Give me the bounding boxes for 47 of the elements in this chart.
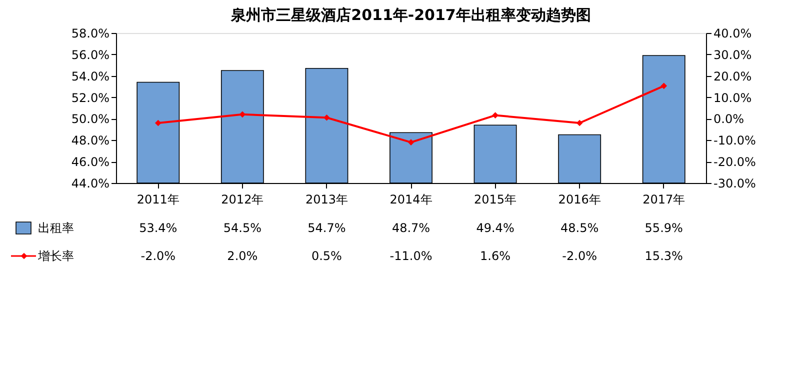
- point: [154, 120, 162, 126]
- point: [492, 112, 498, 118]
- x-tick-label: 2014年: [390, 192, 432, 206]
- x-tick-label: 2016年: [558, 192, 601, 206]
- x-tick-label: 2013年: [305, 192, 348, 206]
- x-tick-label: 2012年: [221, 192, 264, 206]
- legend-label: 出租率: [38, 221, 74, 235]
- chart-title: 泉州市三星级酒店2011年-2017年出租率变动趋势图: [230, 6, 591, 24]
- point: [408, 139, 414, 146]
- y-tick-label: 56.0%: [71, 48, 110, 62]
- y-tick-label: 52.0%: [71, 90, 110, 105]
- y-tick-label: 50.0%: [71, 112, 110, 126]
- data-label: 15.3%: [644, 249, 683, 263]
- data-label: -11.0%: [390, 249, 432, 263]
- y2-tick-label: -30.0%: [714, 176, 756, 190]
- y-tick-label: 48.0%: [71, 134, 110, 148]
- x-tick-label: 2011年: [136, 192, 180, 206]
- y-tick-label: 46.0%: [71, 155, 110, 170]
- legend-label: 增长率: [37, 249, 74, 263]
- data-label: 48.7%: [392, 221, 430, 235]
- y2-tick-label: 30.0%: [714, 48, 752, 62]
- data-label: 49.4%: [476, 221, 514, 235]
- y2-tick-label: 10.0%: [714, 90, 752, 105]
- y-tick-label: 58.0%: [71, 26, 110, 40]
- y-tick-label: 44.0%: [71, 176, 110, 190]
- data-label: 54.5%: [223, 221, 262, 235]
- data-label: 1.6%: [480, 249, 511, 263]
- y2-tick-label: 0.0%: [714, 112, 744, 126]
- data-label: -2.0%: [140, 249, 176, 263]
- data-label: -2.0%: [562, 249, 597, 263]
- data-label: 48.5%: [560, 221, 599, 235]
- point: [660, 82, 668, 90]
- data-label: 2.0%: [227, 249, 258, 263]
- data-label: 54.7%: [308, 221, 346, 235]
- point: [324, 114, 330, 121]
- y-tick-label: 54.0%: [71, 69, 110, 84]
- data-label: 55.9%: [644, 221, 683, 235]
- point: [576, 120, 583, 126]
- y2-tick-label: 20.0%: [714, 69, 752, 84]
- x-tick-label: 2015年: [474, 192, 517, 206]
- y2-tick-label: -10.0%: [714, 134, 756, 148]
- x-tick-label: 2017年: [642, 192, 686, 206]
- y2-tick-label: -20.0%: [714, 155, 756, 170]
- data-label: 53.4%: [139, 221, 178, 235]
- point: [239, 111, 246, 118]
- y2-tick-label: 40.0%: [714, 26, 752, 40]
- data-label: 0.5%: [311, 249, 342, 263]
